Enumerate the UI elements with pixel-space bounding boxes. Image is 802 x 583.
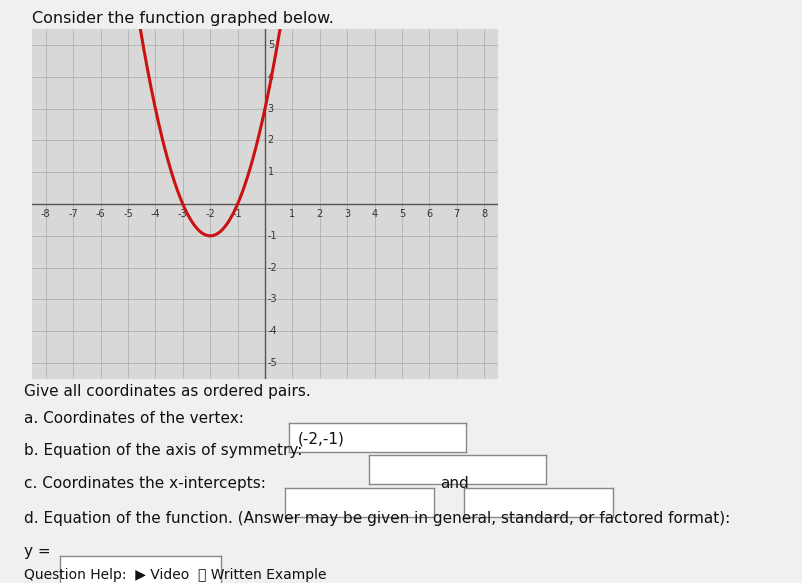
Text: b. Equation of the axis of symmetry:: b. Equation of the axis of symmetry:	[24, 442, 302, 458]
Text: Consider the function graphed below.: Consider the function graphed below.	[32, 11, 334, 26]
Text: -8: -8	[41, 209, 51, 219]
Text: -4: -4	[267, 326, 277, 336]
Text: c. Coordinates the x-intercepts:: c. Coordinates the x-intercepts:	[24, 476, 265, 491]
Text: -3: -3	[267, 294, 277, 304]
Text: 4: 4	[371, 209, 377, 219]
Text: 5: 5	[267, 40, 273, 50]
Text: 1: 1	[289, 209, 295, 219]
Text: 2: 2	[316, 209, 322, 219]
Text: (-2,-1): (-2,-1)	[298, 431, 344, 446]
Text: -6: -6	[95, 209, 105, 219]
Text: y =: y =	[24, 543, 51, 559]
Text: Give all coordinates as ordered pairs.: Give all coordinates as ordered pairs.	[24, 384, 310, 399]
Text: Question Help:  ▶ Video  📄 Written Example: Question Help: ▶ Video 📄 Written Example	[24, 568, 326, 582]
Text: -5: -5	[123, 209, 132, 219]
Text: -1: -1	[267, 231, 277, 241]
Text: d. Equation of the function. (Answer may be given in general, standard, or facto: d. Equation of the function. (Answer may…	[24, 511, 730, 526]
Text: 6: 6	[426, 209, 432, 219]
Text: -1: -1	[233, 209, 242, 219]
Text: a. Coordinates of the vertex:: a. Coordinates of the vertex:	[24, 410, 244, 426]
Text: 3: 3	[267, 104, 273, 114]
Text: -3: -3	[178, 209, 188, 219]
Text: -5: -5	[267, 358, 277, 368]
Text: -7: -7	[68, 209, 78, 219]
Text: 3: 3	[344, 209, 350, 219]
Text: 8: 8	[480, 209, 487, 219]
Text: 1: 1	[267, 167, 273, 177]
Text: -2: -2	[267, 263, 277, 273]
Text: -2: -2	[205, 209, 215, 219]
Text: 5: 5	[399, 209, 404, 219]
Text: 4: 4	[267, 72, 273, 82]
Text: 2: 2	[267, 135, 273, 145]
Text: and: and	[439, 476, 468, 491]
Text: 7: 7	[453, 209, 460, 219]
Text: -4: -4	[151, 209, 160, 219]
